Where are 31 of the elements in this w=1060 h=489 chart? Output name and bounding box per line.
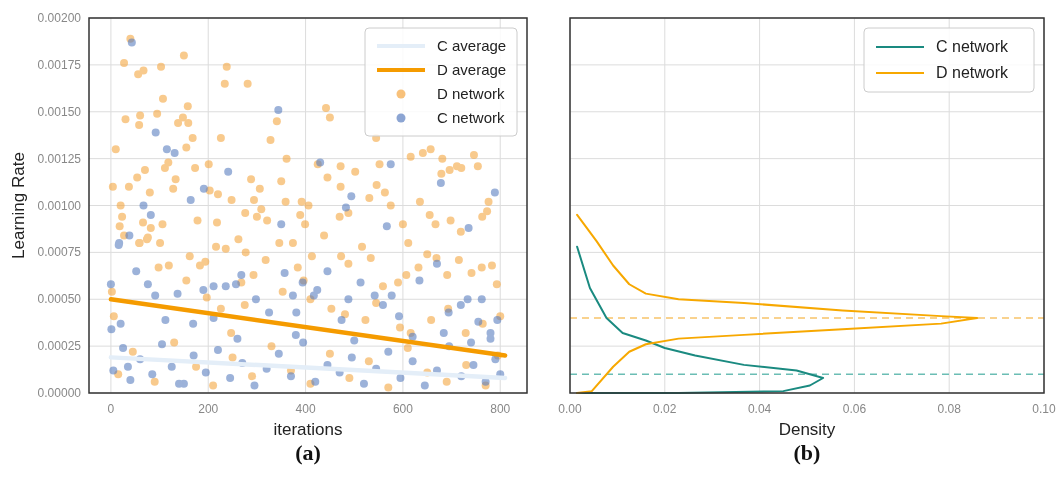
x-tick-label: 0.00 [558,402,582,416]
y-tick-label: 0.00025 [37,339,82,354]
text: (b) [793,440,821,465]
y-tick-label: 0.00075 [37,245,82,260]
legend-label: D network [936,64,1010,81]
x-tick-label: 0 [107,402,115,416]
y-tick-label: 0.00125 [37,151,82,166]
y-tick-label: 0.00050 [37,292,82,307]
x-tick-label: 0.02 [653,402,677,416]
y-tick-label: 0.00000 [37,386,82,400]
x-tick-label: 600 [392,402,414,416]
legend-label: C network [936,38,1010,55]
x-tick-label: 400 [295,402,316,416]
x-tick-label: 0.10 [1032,402,1056,416]
legend-label: D average [437,61,507,78]
y-axis-title: Learning Rate [9,152,28,259]
text: (a) [295,440,321,465]
x-axis-title: Density [778,420,836,439]
x-tick-label: 800 [490,402,511,416]
y-tick-label: 0.00100 [37,198,82,213]
legend-label: C network [437,109,506,126]
y-tick-label: 0.00175 [37,57,82,72]
x-tick-label: 0.08 [937,402,962,416]
legend-label: D network [437,85,506,102]
y-tick-label: 0.00200 [37,11,82,25]
legend-label: C average [437,37,507,54]
x-axis-title: iterations [273,420,343,439]
x-tick-label: 0.06 [842,402,867,416]
x-tick-label: 200 [198,402,219,416]
y-tick-label: 0.00150 [37,104,82,119]
x-tick-label: 0.04 [747,402,772,416]
